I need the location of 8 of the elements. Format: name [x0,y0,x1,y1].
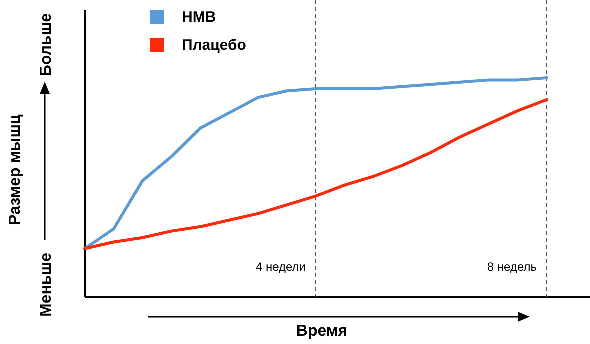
text: Больше [38,13,55,77]
x-axis-title: Время [296,323,348,340]
legend-label: Плацебо [182,37,246,54]
annotation: 4 недели [256,260,306,274]
y-axis-title: Размер мышц [7,114,24,226]
legend-label: HMB [182,9,216,26]
annotation: 8 недель [487,260,537,274]
text: Меньше [38,252,55,317]
